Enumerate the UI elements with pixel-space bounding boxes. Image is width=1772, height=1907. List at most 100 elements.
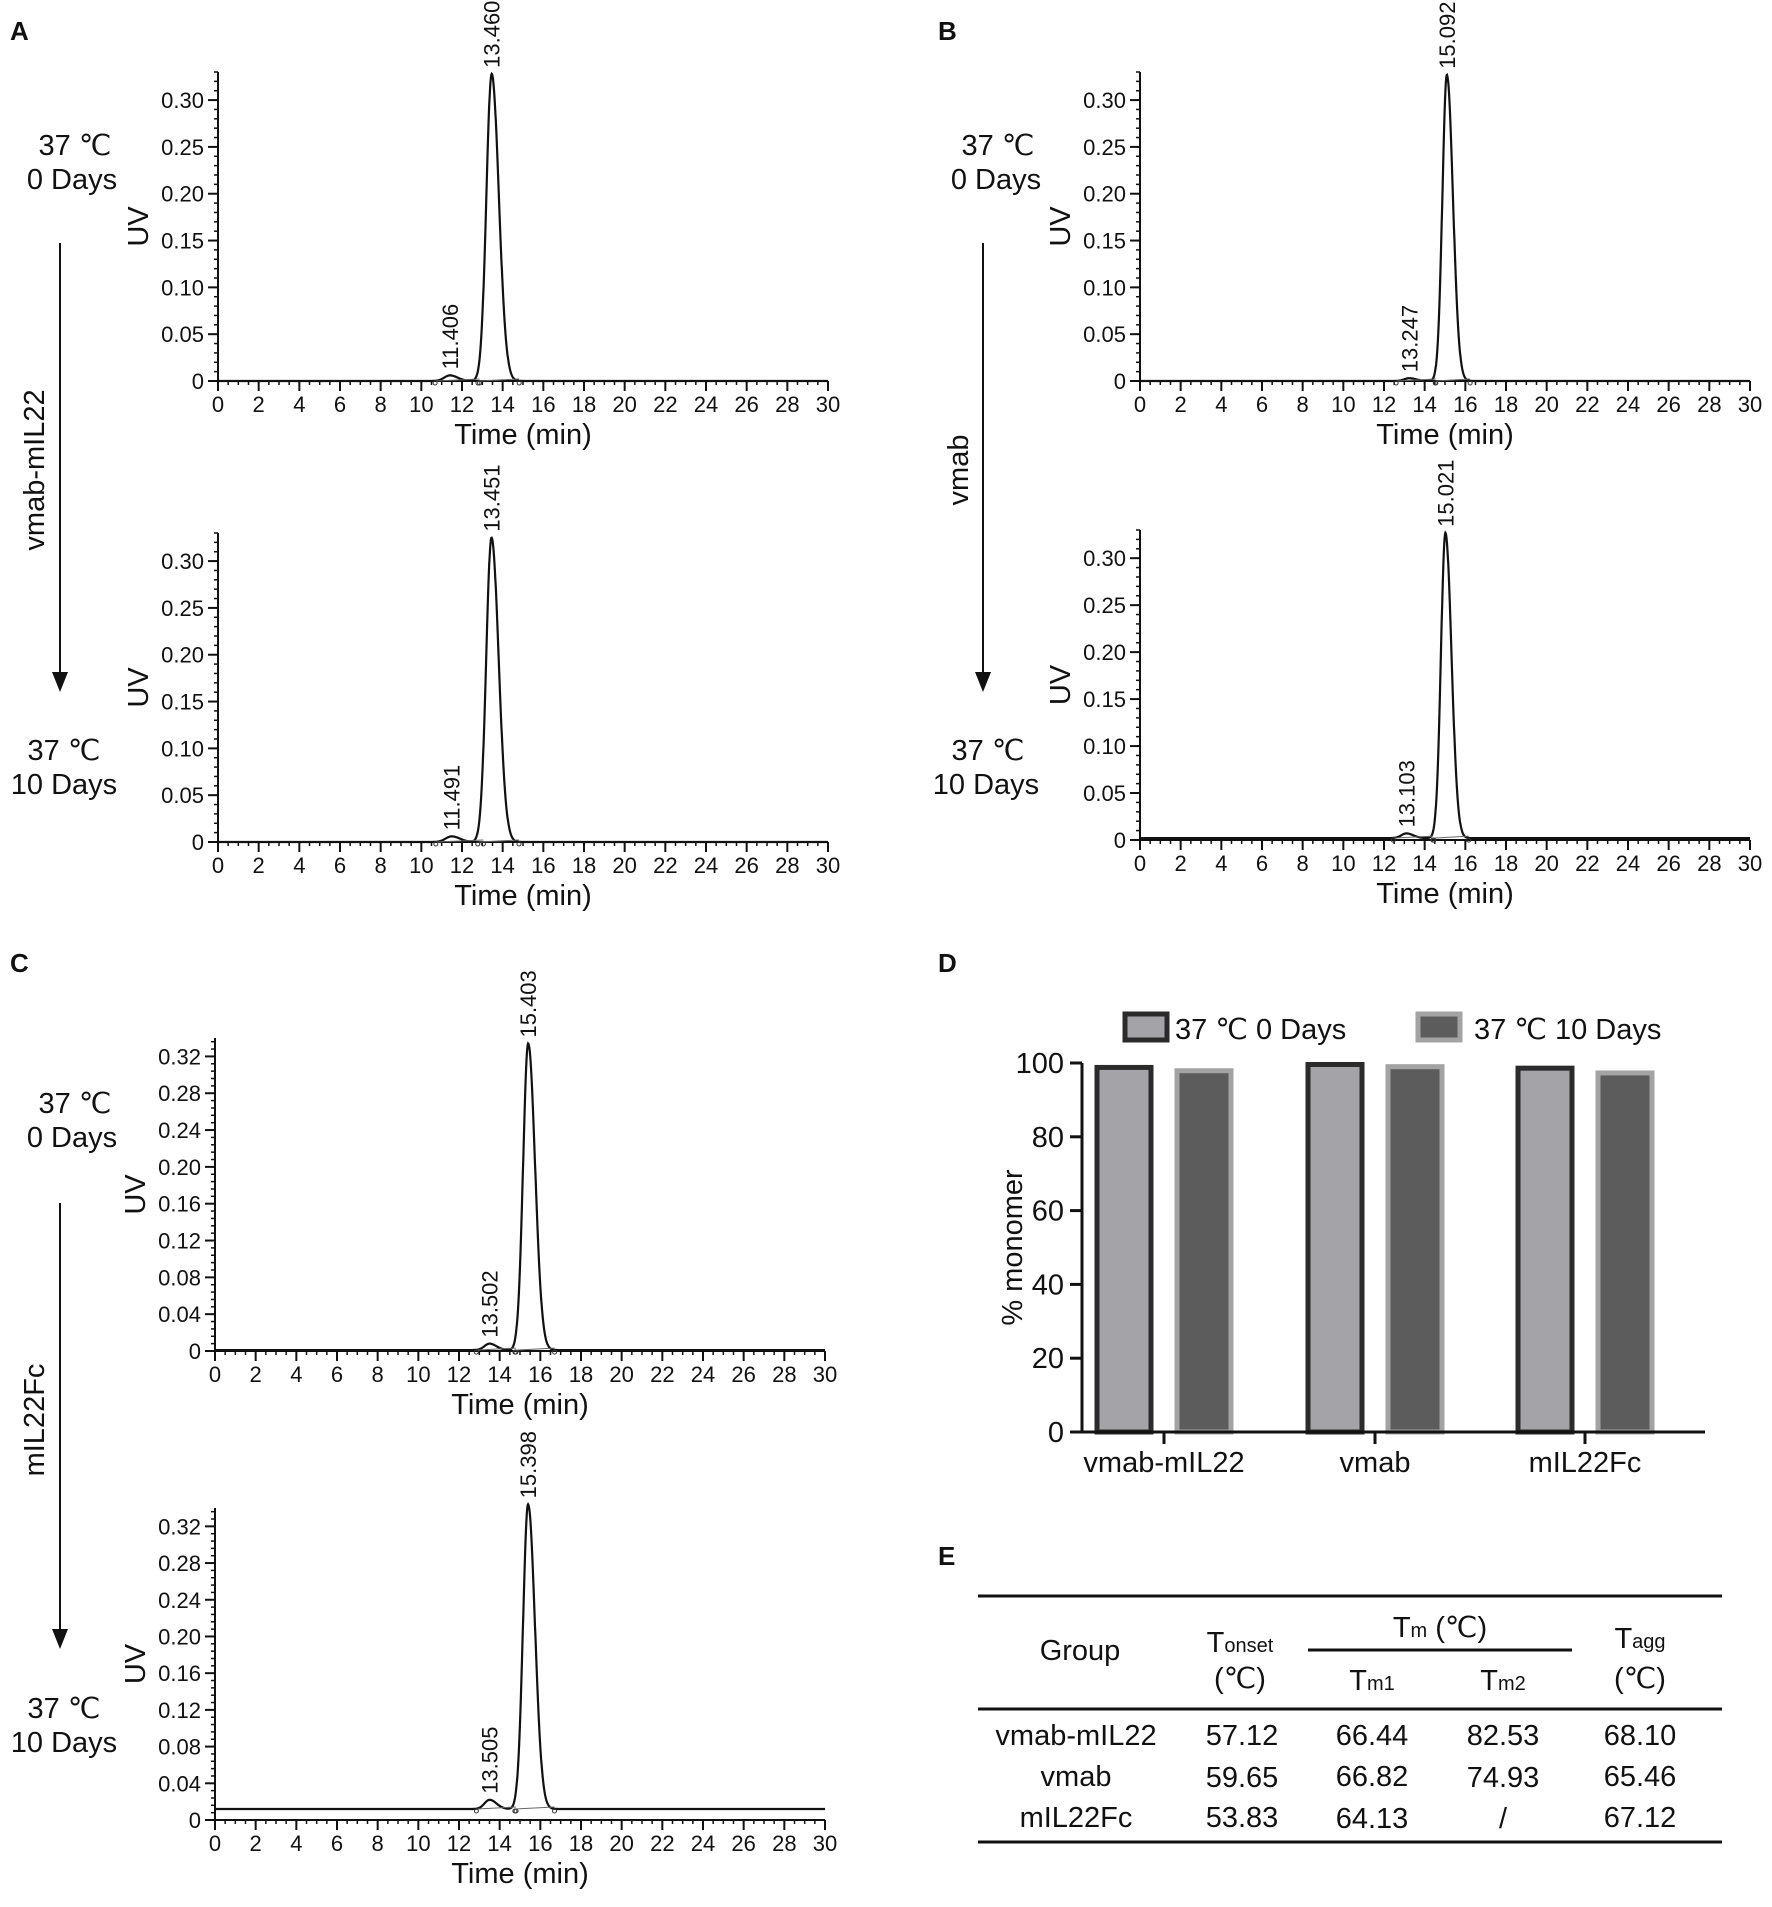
x-tick-label: 16 [528, 1362, 552, 1387]
y-tick-label: 0.08 [158, 1735, 201, 1760]
condition-c-bottom-days: 10 Days [11, 1727, 117, 1759]
chromatogram-c-day0: 0 2 4 6 8 10 12 14 16 18 20 22 24 26 28 3000.040.080.12… [120, 970, 837, 1421]
legend-label: 37 ℃ 0 Days [1175, 1014, 1346, 1046]
x-tick-label: 26 [731, 1831, 755, 1856]
table-row-0-tonset: 57.12 [1206, 1720, 1279, 1752]
x-tick-label: 10 [406, 1362, 430, 1387]
y-tick-label: 0 [192, 369, 204, 394]
y-tick-label: 0.16 [158, 1661, 201, 1686]
y-tick-label: 0.05 [161, 322, 204, 347]
y-axis-title: UV [120, 1643, 152, 1684]
integration-marker [1432, 380, 1438, 386]
integration-marker [1466, 837, 1472, 843]
y-tick-label: 0.10 [1083, 734, 1126, 759]
x-tick-label: vmab [1340, 1447, 1411, 1479]
y-tick-label: 0.15 [1083, 687, 1126, 712]
condition-b-bottom-days: 10 Days [933, 769, 1039, 801]
time-arrow-b-head [975, 672, 991, 692]
legend-swatch [1122, 1011, 1170, 1043]
y-tick-label: 0.05 [161, 783, 204, 808]
y-tick-label: 0.30 [1083, 88, 1126, 113]
integration-line [1396, 378, 1436, 382]
y-tick-label: 40 [1032, 1269, 1064, 1301]
chromatogram-a-day10: 0 2 4 6 8 10 12 14 16 18 20 22 24 26 28 3000.050.100.15… [123, 464, 840, 912]
uv-trace [215, 1501, 825, 1811]
x-tick-label: 4 [293, 392, 305, 417]
condition-c-top-temp: 37 ℃ [39, 1088, 112, 1120]
condition-a-bottom-days: 10 Days [11, 769, 117, 801]
x-tick-label: 18 [1494, 851, 1518, 876]
integration-marker [552, 1349, 558, 1355]
x-tick-label: 14 [490, 392, 514, 417]
x-tick-label: 22 [1575, 392, 1599, 417]
x-tick-label: 14 [1412, 392, 1436, 417]
condition-a-top-days: 0 Days [27, 164, 117, 196]
x-tick-label: 28 [772, 1831, 796, 1856]
tagg-symbol: T [1614, 1623, 1632, 1655]
y-tick-label: 0.15 [1083, 229, 1126, 254]
x-tick-label: 20 [1534, 392, 1558, 417]
table-row-1-tagg: 65.46 [1604, 1761, 1677, 1793]
table-row-2-tm2: / [1499, 1803, 1508, 1835]
x-tick-label: 30 [1738, 392, 1762, 417]
x-tick-label: 6 [331, 1362, 343, 1387]
x-tick-label: 26 [1656, 851, 1680, 876]
y-tick-label: 0 [1048, 1417, 1064, 1449]
integration-marker [433, 841, 439, 847]
y-tick-label: 0.12 [158, 1698, 201, 1723]
x-tick-label: 14 [490, 853, 514, 878]
x-tick-label: 0 [209, 1362, 221, 1387]
y-axis-title: UV [123, 667, 155, 708]
y-tick-label: 0.05 [1083, 781, 1126, 806]
peak-label: 15.398 [516, 1431, 541, 1498]
x-tick-label: 6 [1256, 851, 1268, 876]
x-tick-label: 18 [569, 1362, 593, 1387]
y-tick-label: 0.20 [1083, 182, 1126, 207]
condition-c-top-days: 0 Days [27, 1122, 117, 1154]
x-tick-label: 18 [572, 853, 596, 878]
table-header-tagg: Tagg [1614, 1623, 1665, 1655]
tm1-subscript: m1 [1367, 1673, 1395, 1695]
x-tick-label: 2 [250, 1831, 262, 1856]
x-tick-label: 12 [447, 1831, 471, 1856]
table-row-2-group: mIL22Fc [1020, 1802, 1133, 1834]
y-tick-label: 100 [1016, 1048, 1064, 1080]
integration-marker [1390, 837, 1396, 843]
chromatogram-b-day0: 0 2 4 6 8 10 12 14 16 18 20 22 24 26 28 3000.050.100.15… [1045, 2, 1762, 451]
x-tick-label: 22 [653, 853, 677, 878]
peak-label: 11.406 [438, 304, 463, 370]
x-tick-label: 16 [531, 853, 555, 878]
x-tick-label: 10 [1331, 851, 1355, 876]
x-tick-label: 20 [612, 853, 636, 878]
y-tick-label: 0.20 [161, 182, 204, 207]
bar [1094, 1064, 1154, 1435]
y-tick-label: 0.10 [161, 736, 204, 761]
x-tick-label: 12 [450, 853, 474, 878]
x-tick-label: 8 [372, 1362, 384, 1387]
x-tick-label: 30 [813, 1831, 837, 1856]
x-tick-label: 2 [253, 392, 265, 417]
table-row-0-tm2: 82.53 [1467, 1720, 1540, 1752]
x-tick-label: 2 [1175, 392, 1187, 417]
integration-marker [1467, 380, 1473, 386]
y-tick-label: 0.16 [158, 1192, 201, 1217]
uv-trace [1140, 530, 1750, 840]
x-tick-label: 26 [1656, 392, 1680, 417]
x-tick-label: 16 [1453, 392, 1477, 417]
y-tick-label: 0.25 [161, 135, 204, 160]
table-row-0-tagg: 68.10 [1604, 1720, 1677, 1752]
y-tick-label: 0.30 [1083, 546, 1126, 571]
x-tick-label: 0 [1134, 392, 1146, 417]
y-axis-title: UV [120, 1174, 152, 1215]
uv-trace [218, 536, 828, 844]
x-tick-label: 0 [209, 1831, 221, 1856]
panel-label-b: B [938, 16, 957, 46]
y-tick-label: 60 [1032, 1196, 1064, 1228]
x-tick-label: 14 [487, 1831, 511, 1856]
x-tick-label: 18 [569, 1831, 593, 1856]
condition-c-bottom-temp: 37 ℃ [28, 1693, 101, 1725]
uv-trace [1140, 72, 1750, 383]
x-tick-label: 10 [409, 853, 433, 878]
x-tick-label: 24 [694, 853, 718, 878]
stability-table: Group Tonset (℃) Tm (℃) Tm1 Tm2 Tagg (℃)… [978, 1594, 1722, 1844]
